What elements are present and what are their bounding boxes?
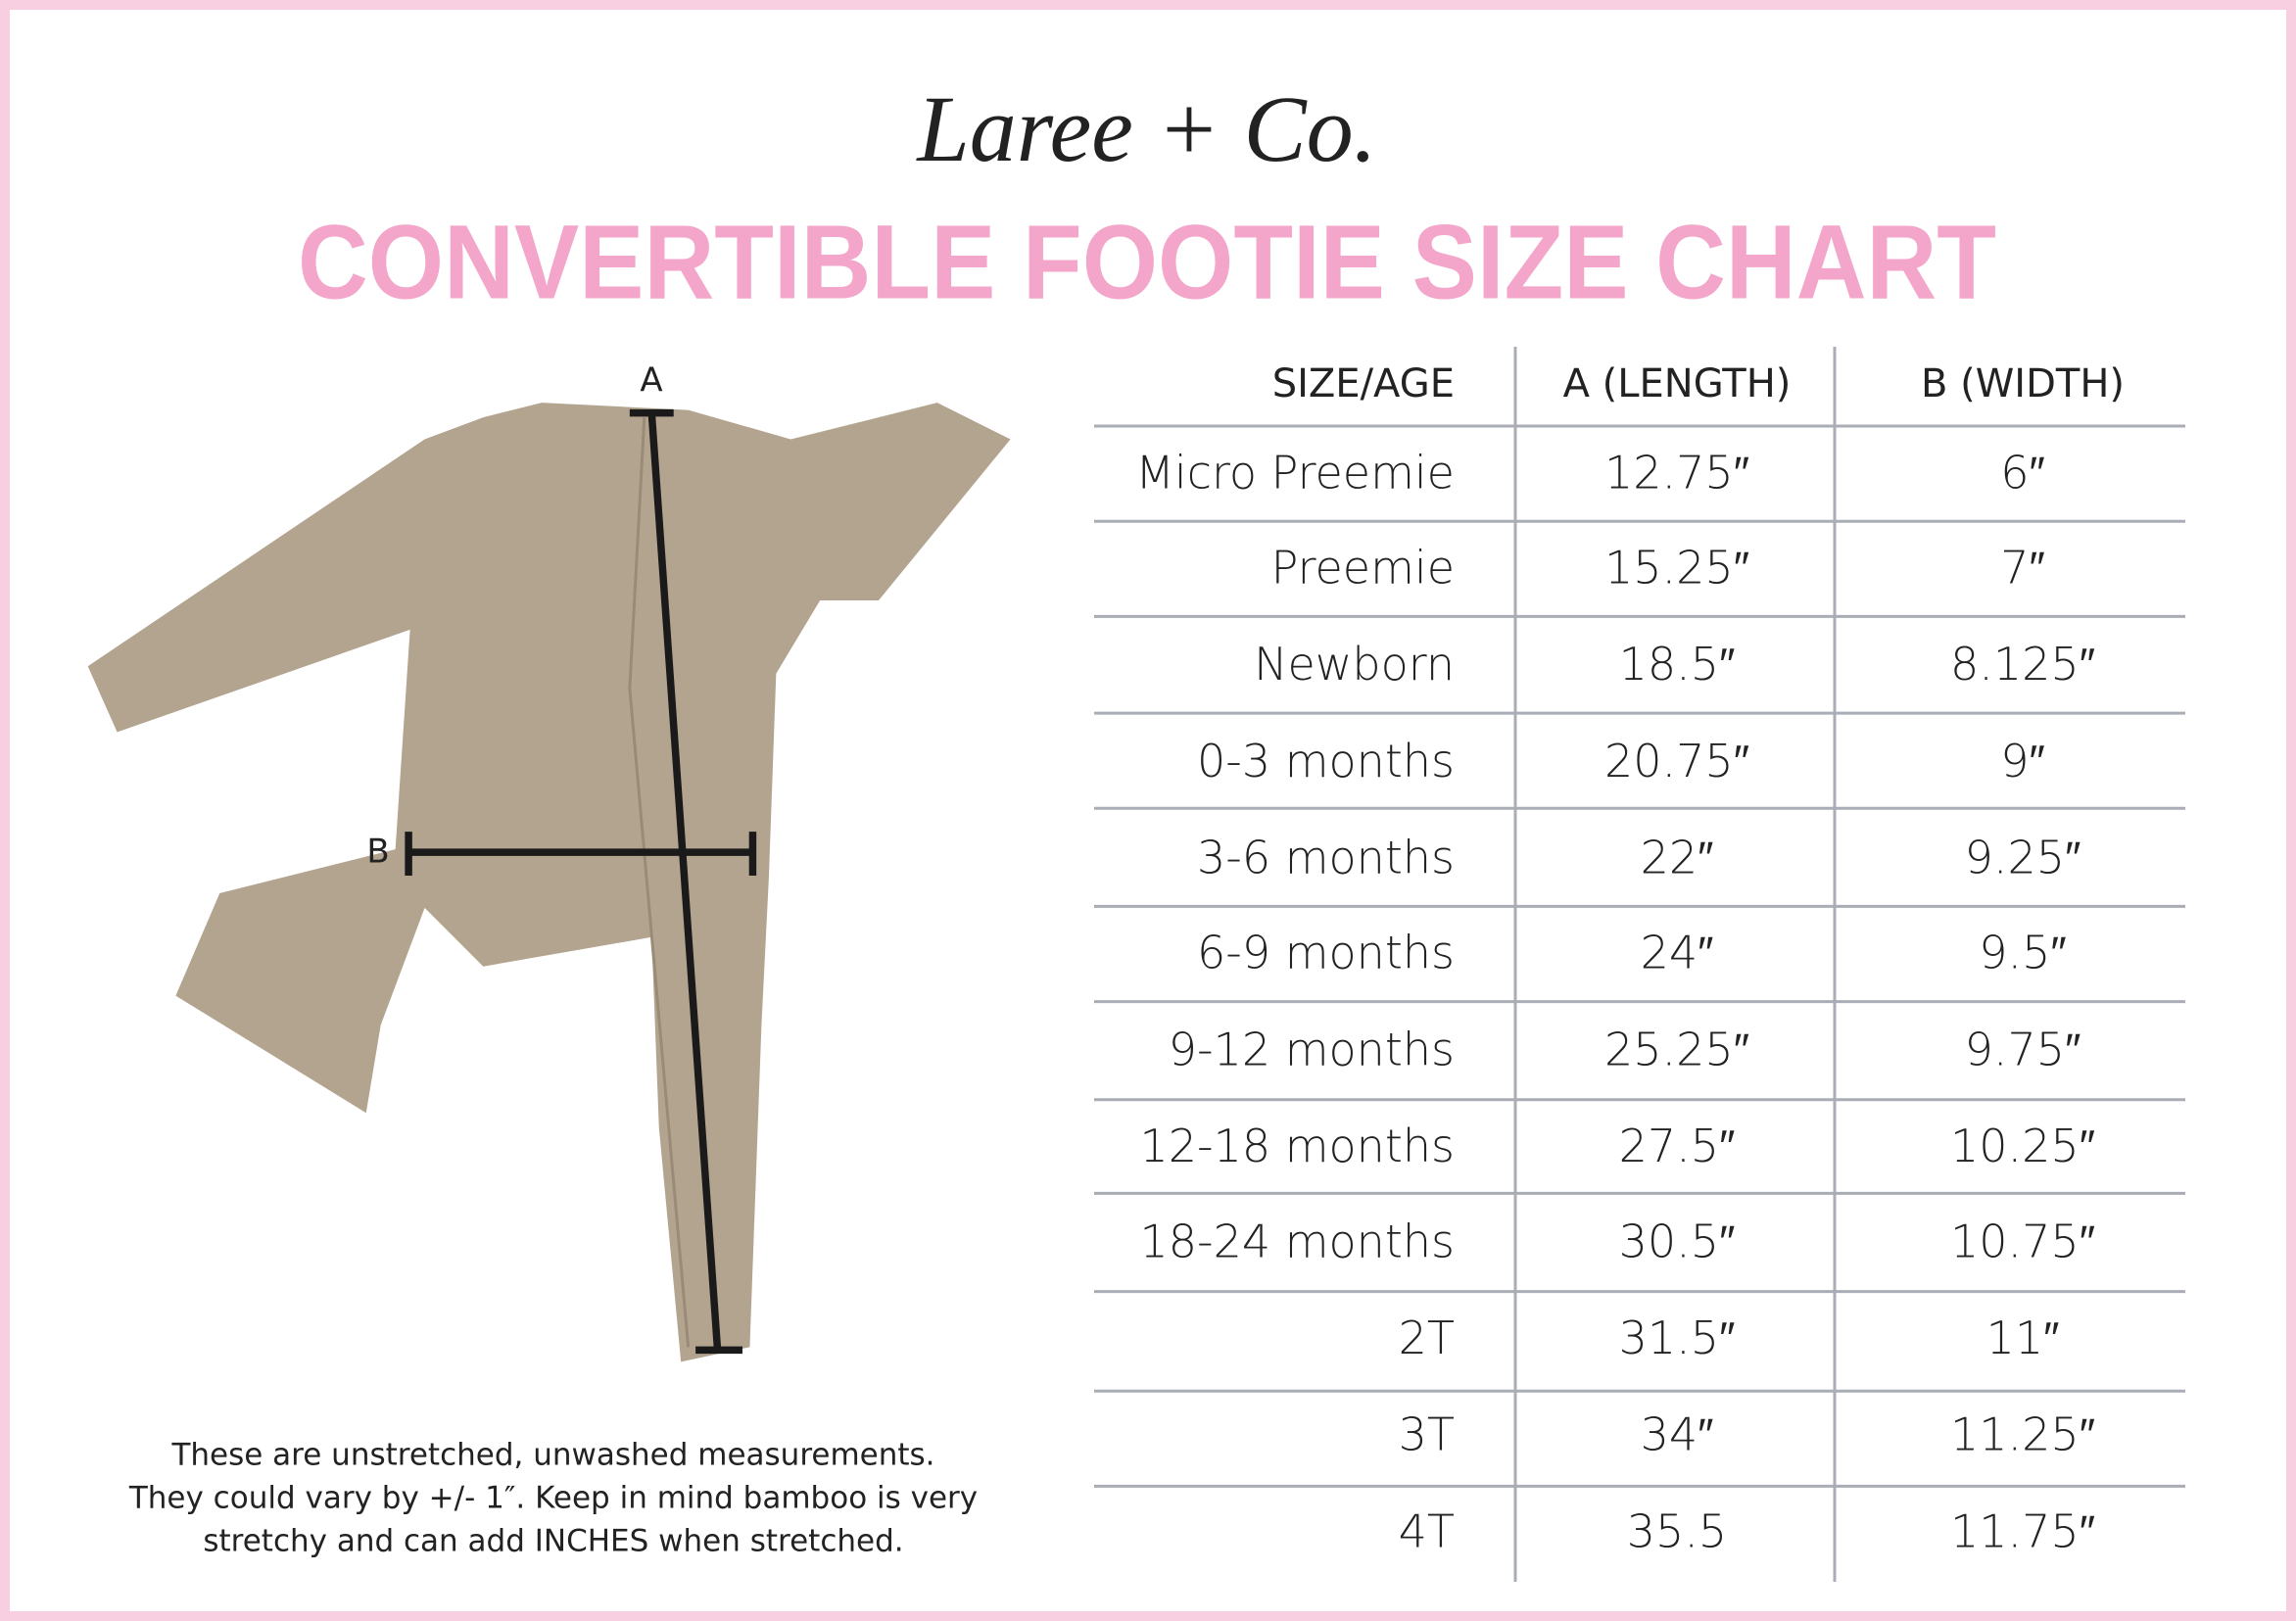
table-cell: 20.75″ xyxy=(1604,735,1749,787)
table-cell: 2T xyxy=(1399,1311,1455,1364)
table-cell: 31.5″ xyxy=(1619,1311,1736,1364)
table-cell: Preemie xyxy=(1271,542,1455,595)
table-cell: 11.25″ xyxy=(1950,1408,2095,1461)
note-line: stretchy and can add INCHES when stretch… xyxy=(203,1524,903,1559)
garment-diagram xyxy=(87,403,1011,1362)
column-header: SIZE/AGE xyxy=(1272,361,1455,406)
chart-title: CONVERTIBLE FOOTIE SIZE CHART xyxy=(298,203,1996,321)
table-cell: 27.5″ xyxy=(1619,1120,1736,1172)
table-cell: Micro Preemie xyxy=(1135,446,1455,499)
table-cell: 18.5″ xyxy=(1619,638,1736,691)
garment xyxy=(87,403,1011,1362)
brand-logo: Laree + Co. xyxy=(915,76,1376,181)
table-cell: 35.5 xyxy=(1627,1504,1727,1557)
size-table: SIZE/AGE A (LENGTH) B (WIDTH) Micro Preemie… xyxy=(1094,347,2185,1582)
table-cell: 9″ xyxy=(2000,735,2045,787)
table-cell: 24″ xyxy=(1641,927,1714,979)
note-line: They could vary by +/- 1″. Keep in mind … xyxy=(128,1481,978,1516)
table-cell: 4T xyxy=(1399,1504,1455,1557)
table-cell: 22″ xyxy=(1641,832,1714,884)
table-cell: 6-9 months xyxy=(1197,927,1455,979)
zipper xyxy=(628,416,691,1348)
table-cell: 18-24 months xyxy=(1139,1215,1455,1267)
table-cell: 8.125″ xyxy=(1950,638,2095,691)
table-cell: 34″ xyxy=(1641,1408,1714,1461)
table-cell: 9.75″ xyxy=(1965,1023,2081,1075)
table-cell: 0-3 months xyxy=(1197,735,1455,787)
table-cell: Newborn xyxy=(1254,638,1455,691)
table-cell: 6″ xyxy=(2000,446,2045,499)
table-cell: 3-6 months xyxy=(1197,832,1455,884)
note-line: These are unstretched, unwashed measurem… xyxy=(170,1438,934,1473)
table-cell: 12-18 months xyxy=(1139,1120,1455,1172)
label-b: B xyxy=(366,833,389,872)
note: These are unstretched, unwashed measurem… xyxy=(128,1438,978,1559)
label-a: A xyxy=(640,361,662,401)
table-cell: 9.25″ xyxy=(1965,832,2081,884)
table-cell: 7″ xyxy=(2000,542,2045,595)
table-cell: 9.5″ xyxy=(1979,927,2066,979)
table-cell: 25.25″ xyxy=(1604,1023,1749,1075)
table-cell: 11″ xyxy=(1986,1311,2060,1364)
table-cell: 12.75″ xyxy=(1604,446,1749,499)
table-cell: 30.5″ xyxy=(1619,1215,1736,1267)
table-cell: 11.75″ xyxy=(1950,1504,2095,1557)
table-cell: 10.25″ xyxy=(1950,1120,2095,1172)
length-line xyxy=(647,412,722,1351)
table-cell: 3T xyxy=(1399,1408,1455,1461)
table-cell: 10.75″ xyxy=(1950,1215,2095,1267)
table-cell: 15.25″ xyxy=(1604,542,1749,595)
column-header: B (WIDTH) xyxy=(1921,361,2125,406)
table-cell: 9-12 months xyxy=(1169,1023,1455,1075)
column-header: A (LENGTH) xyxy=(1563,361,1792,406)
